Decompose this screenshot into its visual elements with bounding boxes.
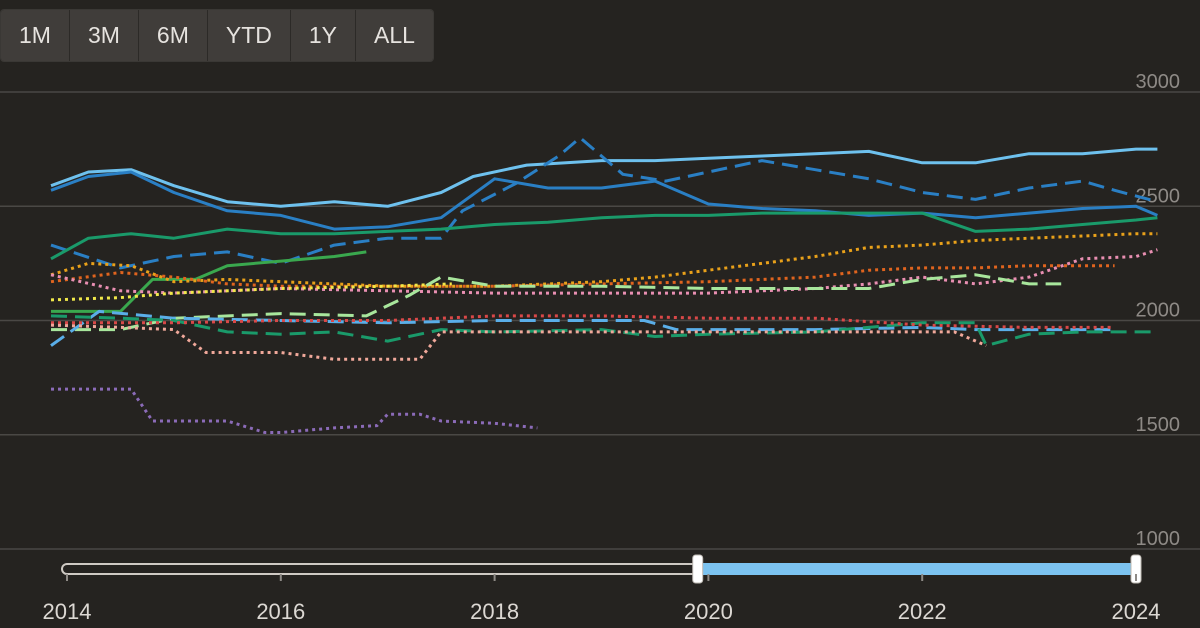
series-line-10 (51, 273, 1062, 332)
y-tick-label: 2500 (1136, 185, 1181, 207)
navigator[interactable] (61, 554, 1142, 584)
series-line-6 (50, 232, 1158, 288)
y-tick-label: 1000 (1136, 528, 1181, 550)
range-selector: 1M 3M 6M YTD 1Y ALL (0, 9, 434, 62)
series-line-7 (50, 264, 1115, 288)
navigator-handle-left[interactable] (692, 554, 704, 584)
y-tick-label: 2000 (1136, 300, 1181, 322)
y-axis: 1000 1500 2000 2500 3000 (1136, 71, 1181, 550)
y-tick-label: 3000 (1136, 71, 1181, 93)
series-line-1 (50, 147, 1158, 208)
range-button-3m[interactable]: 3M (69, 10, 139, 61)
navigator-handle-right[interactable] (1130, 554, 1142, 584)
range-button-ytd[interactable]: YTD (207, 10, 291, 61)
range-button-1y[interactable]: 1Y (290, 10, 356, 61)
x-tick-label: 2024 (1112, 599, 1161, 624)
x-tick-label: 2020 (684, 599, 733, 624)
series-line-3 (50, 136, 1158, 270)
series-line-5 (51, 250, 367, 313)
series-line-2 (50, 170, 1158, 231)
range-button-1m[interactable]: 1M (1, 10, 70, 61)
x-tick-label: 2022 (898, 599, 947, 624)
navigator-selected-range[interactable] (697, 563, 1136, 575)
grid (0, 91, 1200, 550)
series-line-9 (50, 282, 452, 302)
x-tick-label: 2018 (470, 599, 519, 624)
series-group (50, 136, 1158, 434)
x-tick-label: 2014 (43, 599, 92, 624)
series-line-14 (50, 323, 987, 361)
x-tick-label: 2016 (256, 599, 305, 624)
y-tick-label: 1500 (1136, 414, 1181, 436)
x-axis: 2014 2016 2018 2020 2022 2024 (43, 574, 1161, 624)
series-line-12 (50, 314, 1158, 348)
series-line-4 (50, 211, 1158, 261)
range-button-6m[interactable]: 6M (138, 10, 208, 61)
range-button-all[interactable]: ALL (356, 10, 433, 61)
series-line-8 (50, 248, 1158, 295)
series-line-15 (51, 387, 538, 434)
series-line-11 (50, 309, 1115, 347)
